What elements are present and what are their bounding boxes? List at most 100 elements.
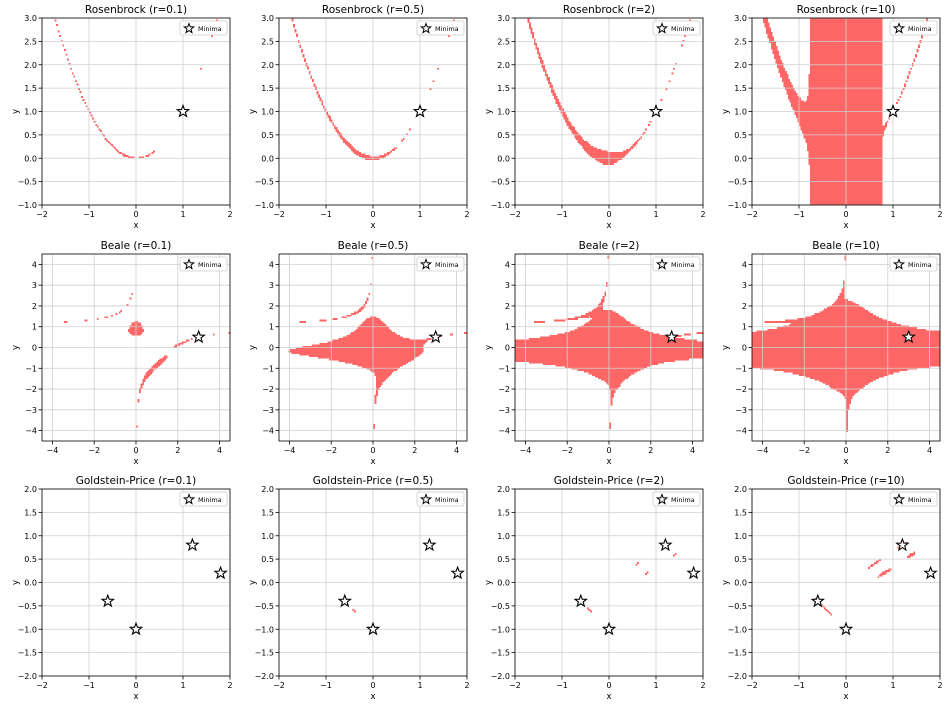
panel-rosenbrock-r2: −2 −1 0 1 2 −1.0 −0.5 0.0 0.5 1.0 1.5 2.0 2.5 3.0 x y Ro… xyxy=(484,4,706,231)
y-tick-label: −1.5 xyxy=(255,649,274,658)
legend: Minima xyxy=(179,20,228,36)
x-tick-label: 2 xyxy=(175,446,180,455)
y-tick-label: 0 xyxy=(32,344,37,353)
x-tick-label: −2 xyxy=(36,210,48,219)
y-tick-label: −1.0 xyxy=(491,625,510,634)
x-tick-label: 0 xyxy=(133,681,138,690)
x-tick-label: −2 xyxy=(325,446,337,455)
y-axis-label: y xyxy=(721,580,731,585)
x-tick-label: 2 xyxy=(885,446,890,455)
minimum-star-icon xyxy=(100,593,116,608)
y-tick-label: 1.0 xyxy=(261,108,274,117)
minimum-star-icon xyxy=(337,593,353,608)
y-tick-label: −4 xyxy=(735,427,747,436)
y-tick-label: −2.0 xyxy=(18,672,37,681)
y-tick-label: 1 xyxy=(742,323,747,332)
legend-star-icon xyxy=(419,22,433,34)
y-tick-label: 1.0 xyxy=(734,532,747,541)
y-tick-label: −3 xyxy=(262,406,274,415)
y-tick-label: −2.0 xyxy=(491,672,510,681)
y-axis-label: y xyxy=(11,345,21,350)
panel-title: Goldstein-Price (r=10) xyxy=(787,475,904,487)
y-tick-label: 3.0 xyxy=(497,14,510,23)
minimum-star-icon xyxy=(664,329,679,344)
minimum-star-icon xyxy=(428,329,443,344)
y-tick-label: 0.5 xyxy=(734,131,747,140)
y-tick-label: 2.5 xyxy=(261,37,274,46)
y-tick-label: −1 xyxy=(25,364,37,373)
y-tick-label: 0.0 xyxy=(24,154,37,163)
y-tick-label: −4 xyxy=(262,427,274,436)
panel-goldstein-price-r10: −2 −1 0 1 2 −2.0 −1.5 −1.0 −0.5 0.0 0.5 1.0 1.5 2.0 x y… xyxy=(721,475,943,702)
y-tick-label: −2 xyxy=(262,385,274,394)
x-tick-label: −1 xyxy=(83,210,95,219)
minimum-star-icon xyxy=(838,621,854,636)
minimum-star-icon xyxy=(185,537,200,552)
x-tick-label: −2 xyxy=(509,210,521,219)
x-tick-label: −2 xyxy=(509,681,521,690)
y-tick-label: 1.5 xyxy=(734,508,747,517)
y-axis-label: y xyxy=(11,109,21,114)
x-tick-label: 1 xyxy=(180,681,185,690)
x-tick-label: −4 xyxy=(284,446,296,455)
y-tick-label: −1.5 xyxy=(491,649,510,658)
legend-star-icon xyxy=(182,22,196,34)
x-tick-label: 1 xyxy=(417,681,422,690)
x-tick-label: 1 xyxy=(890,681,895,690)
minimum-star-icon xyxy=(648,103,664,118)
y-tick-label: 2.0 xyxy=(261,61,274,70)
legend-star-icon xyxy=(892,493,906,505)
x-tick-label: −2 xyxy=(798,446,810,455)
minimum-star-icon xyxy=(128,621,144,636)
x-tick-label: −4 xyxy=(757,446,769,455)
panel-rosenbrock-r10: −2 −1 0 1 2 −1.0 −0.5 0.0 0.5 1.0 1.5 2.0 2.5 3.0 x y Ro… xyxy=(721,4,943,231)
x-tick-label: −1 xyxy=(793,210,805,219)
legend: Minima xyxy=(652,20,701,36)
panel-title: Goldstein-Price (r=0.5) xyxy=(313,475,434,487)
y-tick-label: 2.0 xyxy=(261,485,274,494)
legend-label: Minima xyxy=(435,25,459,33)
y-tick-label: 2.5 xyxy=(734,37,747,46)
y-tick-label: 0.5 xyxy=(497,555,510,564)
x-axis-label: x xyxy=(370,221,375,231)
minimum-star-icon xyxy=(923,565,938,580)
y-axis-label: y xyxy=(248,109,258,114)
y-tick-label: 0 xyxy=(269,344,274,353)
y-tick-label: −2.0 xyxy=(728,672,747,681)
x-tick-label: 0 xyxy=(843,681,848,690)
x-tick-label: −1 xyxy=(793,681,805,690)
y-tick-label: 0.5 xyxy=(497,131,510,140)
panel-title: Goldstein-Price (r=2) xyxy=(554,475,665,487)
x-axis-label: x xyxy=(606,457,611,467)
y-tick-label: 2 xyxy=(742,302,747,311)
legend-label: Minima xyxy=(908,496,932,504)
y-tick-label: −2 xyxy=(735,385,747,394)
y-tick-label: 1.5 xyxy=(497,508,510,517)
x-axis-label: x xyxy=(133,457,138,467)
minimum-star-icon xyxy=(422,537,437,552)
y-tick-label: −4 xyxy=(25,427,37,436)
y-tick-label: −2 xyxy=(25,385,37,394)
x-tick-label: 2 xyxy=(937,210,942,219)
legend: Minima xyxy=(652,491,701,507)
y-tick-label: 2.0 xyxy=(497,61,510,70)
legend: Minima xyxy=(889,20,938,36)
minimum-star-icon xyxy=(450,565,465,580)
x-tick-label: 2 xyxy=(648,446,653,455)
panel-title: Rosenbrock (r=2) xyxy=(563,4,655,16)
x-tick-label: 0 xyxy=(843,446,848,455)
x-axis-label: x xyxy=(606,221,611,231)
panel-beale-r10: −4 −2 0 2 4 −4 −3 −2 −1 0 1 2 3 4 x y Beale (r=10) Minima xyxy=(721,240,941,467)
y-tick-label: −0.5 xyxy=(491,602,510,611)
x-tick-label: 0 xyxy=(133,210,138,219)
panel-title: Beale (r=10) xyxy=(812,240,879,252)
y-tick-label: 1.5 xyxy=(24,508,37,517)
region-map xyxy=(291,18,455,161)
x-axis-label: x xyxy=(843,457,848,467)
y-tick-label: −0.5 xyxy=(728,178,747,187)
y-tick-label: 0.5 xyxy=(734,555,747,564)
y-tick-label: −4 xyxy=(498,427,510,436)
x-tick-label: 1 xyxy=(890,210,895,219)
y-tick-label: 0.0 xyxy=(734,579,747,588)
panel-goldstein-price-r2: −2 −1 0 1 2 −2.0 −1.5 −1.0 −0.5 0.0 0.5 1.0 1.5 2.0 x y… xyxy=(484,475,706,702)
